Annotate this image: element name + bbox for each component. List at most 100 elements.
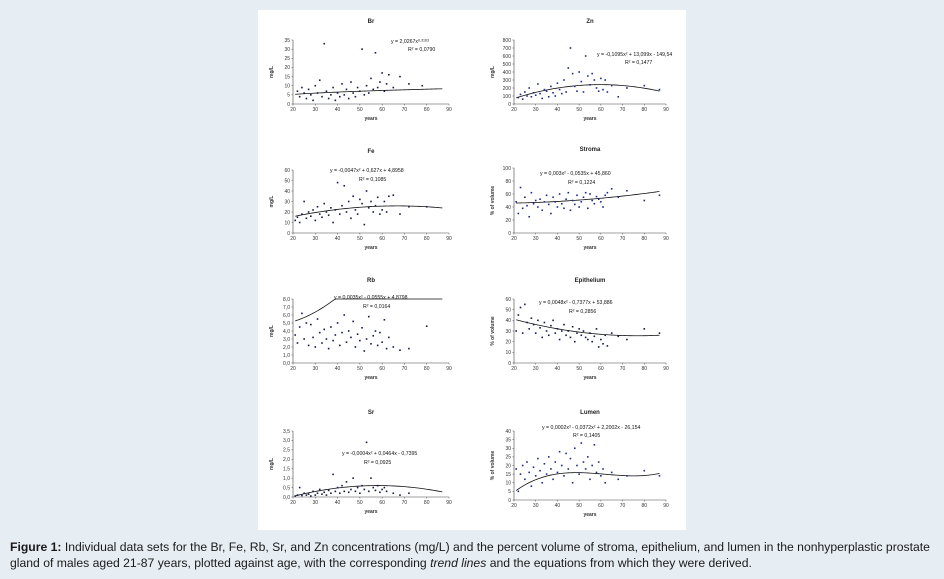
data-point [643,199,646,202]
data-point [526,95,528,97]
x-tick-label: 50 [357,107,363,113]
data-point [345,211,348,213]
x-tick-label: 60 [379,107,385,113]
y-tick-label: 15 [284,74,290,80]
data-point [532,323,535,326]
data-point [560,330,563,332]
y-tick-label: 25 [284,56,290,62]
data-point [556,82,559,84]
y-tick-label: 10 [505,350,511,356]
trend-equation: y = 0,003x² - 0,0535x + 45,860 [540,171,611,177]
data-point [363,94,366,96]
y-tick-label: 40 [505,205,511,211]
data-point [352,195,354,198]
data-point [314,219,317,222]
data-point [524,478,526,481]
data-point [374,204,377,207]
x-tick-label: 70 [620,366,626,372]
data-point [361,327,363,329]
data-point [347,330,350,332]
y-axis-label: mg/L [269,458,275,470]
x-tick-label: 50 [357,366,363,372]
data-point [356,333,359,335]
y-tick-label: 400 [503,70,512,76]
y-tick-label: 3,5 [283,429,290,435]
chart-br: Br 20 30 40 50 60 70 80 90 0 5 10 15 20 25 30 35 years mg/… [269,19,452,122]
data-point [597,461,600,463]
data-point [352,320,354,323]
data-point [399,494,401,496]
data-point [363,350,366,352]
data-point [534,199,537,202]
data-point [589,84,591,86]
data-point [318,213,321,215]
y-tick-label: 50 [505,307,511,313]
y-tick-label: 2,0 [283,345,290,351]
data-point [388,73,390,76]
data-point [321,95,323,98]
data-point [658,332,661,334]
caption-italic: trend lines [430,556,487,570]
data-point [552,196,554,199]
trend-equation: y = 0,0002x³ - 0,0372x² + 2,2002x - 26,1… [542,425,640,431]
data-point [336,486,339,489]
data-point [325,90,328,92]
data-point [591,72,593,75]
x-tick-label: 40 [555,236,561,242]
data-point [381,341,383,343]
trend-equation: y = 0,0035x² - 0,0555x + 4,8798 [334,295,408,301]
x-tick-label: 40 [335,107,341,113]
chart-sr: Sr 20 30 40 50 60 70 80 90 0,0 0,5 1,0 1,5 2,0 2,5 3,0 3… [269,410,452,515]
data-point [584,468,587,470]
x-axis-label: years [364,375,377,381]
y-tick-label: 3,0 [283,337,290,343]
data-point [325,494,328,496]
data-point [318,488,321,491]
data-point [580,334,583,337]
chart-title: Rb [367,278,375,284]
data-point [617,196,620,199]
data-point [563,79,565,81]
y-tick-label: 50 [284,178,290,184]
data-point [343,490,346,493]
data-point [604,194,606,197]
x-tick-label: 60 [598,366,604,372]
x-tick-label: 70 [620,503,626,509]
data-point [301,86,303,89]
x-axis-label: years [364,116,377,122]
data-point [408,347,410,350]
x-tick-label: 20 [511,236,517,242]
data-point [323,491,325,494]
data-point [374,330,377,332]
y-tick-label: 15 [505,472,511,478]
data-point [593,202,596,205]
data-point [530,96,533,98]
chart-title: Sr [368,410,375,416]
x-tick-label: 60 [598,236,604,242]
data-point [334,490,337,493]
data-point [541,209,544,212]
data-point [524,196,526,199]
x-tick-label: 80 [642,107,648,113]
y-axis-label: mg/L [490,66,496,78]
data-point [294,334,297,336]
data-point [554,95,557,97]
data-point [372,486,375,489]
y-tick-label: 700 [503,46,512,52]
x-tick-label: 20 [290,366,296,372]
data-point [388,195,390,198]
r-squared: R² = 0,0164 [363,304,390,310]
data-point [327,489,330,492]
data-point [524,303,526,306]
data-point [316,492,319,495]
x-tick-label: 30 [313,366,319,372]
trend-line [516,191,660,204]
y-tick-label: 5 [508,489,511,495]
data-point [385,347,388,350]
r-squared: R² = 0,0925 [364,460,391,466]
data-point [578,473,580,475]
x-tick-label: 80 [424,236,430,242]
data-point [554,461,557,463]
r-squared: R² = 0,1085 [359,177,386,183]
x-tick-label: 20 [290,236,296,242]
